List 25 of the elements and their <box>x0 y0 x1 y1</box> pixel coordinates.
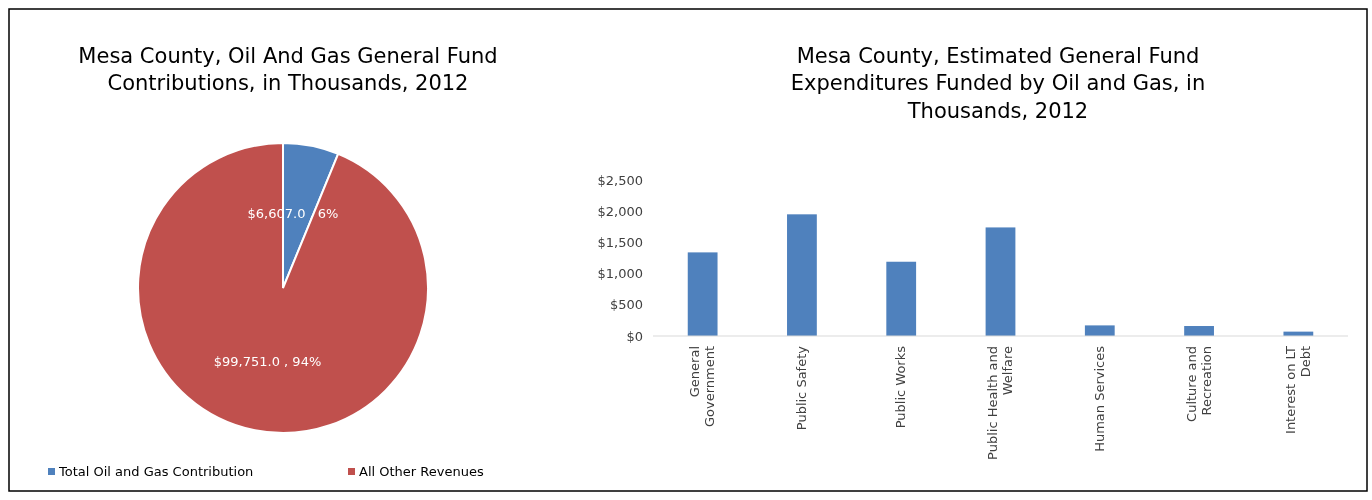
x-tick-label: General Government <box>687 346 718 428</box>
data-label: $99,751.0 , 94% <box>213 354 322 370</box>
bar <box>687 252 718 336</box>
y-tick-label: $1,500 <box>597 234 643 250</box>
chart-title: Mesa County, Estimated General Fund Expenditures Funded by Oil and Gas, in Thousands, 2012 <box>790 44 1206 123</box>
bar <box>1084 325 1115 336</box>
pie-slice <box>137 142 429 434</box>
chart-title: Mesa County, Oil And Gas General Fund Contributions, in Thousands, 2012 <box>78 44 498 96</box>
y-tick-label: $2,500 <box>597 172 643 188</box>
legend-label: All Other Revenues <box>359 464 484 479</box>
y-tick-label: $0 <box>626 328 643 344</box>
x-tick-label: Interest on LT Debt <box>1282 345 1313 434</box>
x-tick-label: Public Safety <box>793 345 809 431</box>
x-tick-label: Public Health and Welfare <box>985 346 1015 460</box>
bar <box>1184 326 1214 336</box>
y-tick-label: $2,000 <box>597 203 643 219</box>
y-tick-label: $1,000 <box>597 266 643 282</box>
bar <box>985 227 1016 336</box>
x-tick-label: Human Services <box>1091 345 1107 452</box>
bar <box>886 261 917 336</box>
bar <box>787 214 817 336</box>
x-tick-label: Public Works <box>893 345 909 429</box>
legend-label: Total Oil and Gas Contribution <box>58 464 254 479</box>
x-tick-label: Culture and Recreation <box>1183 346 1214 422</box>
y-tick-label: $500 <box>609 297 643 313</box>
